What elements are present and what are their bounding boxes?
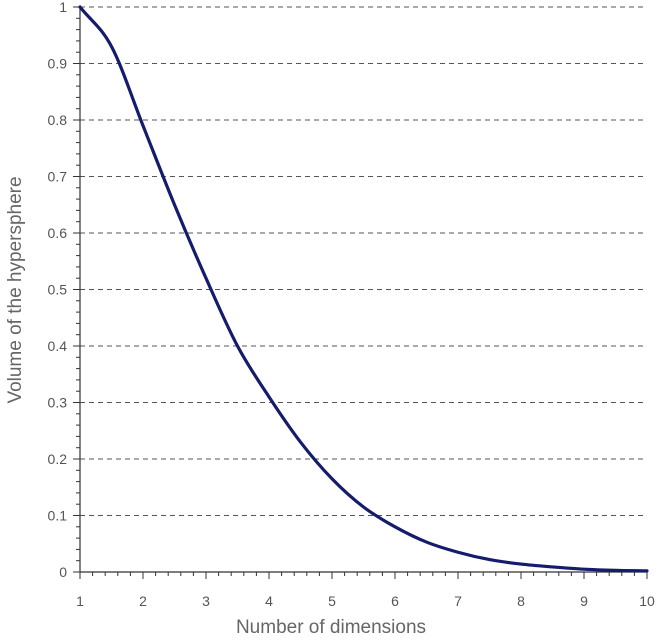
y-axis-title: Volume of the hypersphere [5, 176, 26, 403]
x-tick-label: 8 [517, 593, 525, 609]
gridlines [80, 6, 647, 516]
x-tick-label: 3 [202, 593, 210, 609]
x-tick-label: 4 [265, 593, 273, 609]
y-tick-label: 0.9 [48, 56, 68, 72]
x-tick-label: 5 [328, 593, 336, 609]
series-layer [78, 5, 649, 573]
x-tick-label: 6 [391, 593, 399, 609]
y-tick-label: 1 [59, 0, 67, 15]
y-tick-label: 0.2 [48, 451, 68, 467]
series-line [78, 5, 649, 573]
x-tick-label: 1 [76, 593, 84, 609]
y-tick-label: 0.1 [48, 508, 68, 524]
axes [73, 6, 648, 579]
y-tick-label: 0.7 [48, 169, 68, 185]
y-tick-label: 0.8 [48, 112, 68, 128]
x-tick-label: 2 [139, 593, 147, 609]
y-tick-label: 0.3 [48, 395, 68, 411]
x-tick-label: 7 [454, 593, 462, 609]
y-tick-label: 0.4 [48, 338, 68, 354]
y-tick-label: 0.5 [48, 282, 68, 298]
x-tick-label: 10 [639, 593, 655, 609]
x-axis-title: Number of dimensions [236, 617, 426, 638]
y-tick-label: 0.6 [48, 225, 68, 241]
tick-labels: 0 0.1 0.2 0.3 0.4 0.5 0.6 0.7 0.8 0.9 1 1 2 3 4 5 6 7 8 9 10 [48, 0, 655, 609]
y-tick-label: 0 [59, 564, 67, 580]
x-tick-label: 9 [580, 593, 588, 609]
